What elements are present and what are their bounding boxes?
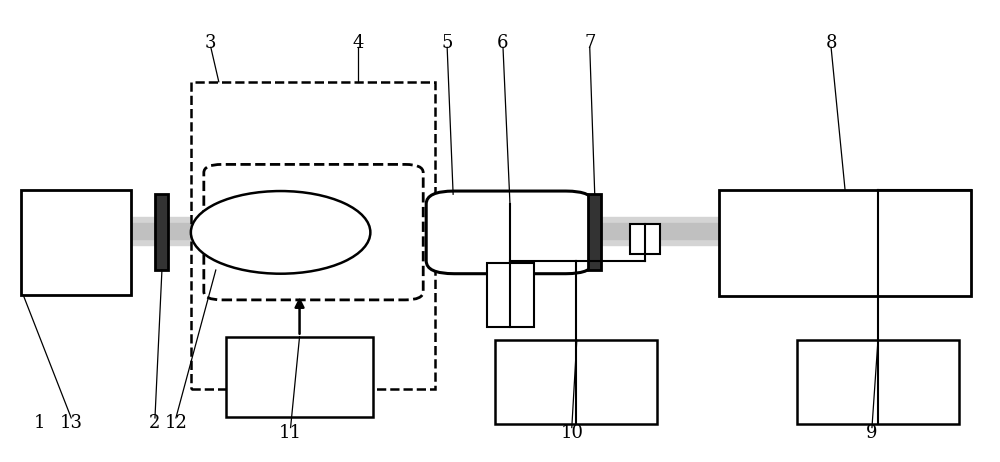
Text: 11: 11 — [279, 424, 302, 442]
Bar — [630, 224, 660, 254]
Bar — [487, 263, 534, 328]
Bar — [495, 340, 657, 424]
Text: 7: 7 — [584, 34, 595, 52]
FancyBboxPatch shape — [426, 191, 594, 274]
Circle shape — [191, 191, 370, 274]
Text: 12: 12 — [164, 414, 187, 432]
Bar — [447, 194, 460, 270]
Text: 5: 5 — [441, 34, 453, 52]
Text: 13: 13 — [60, 414, 83, 432]
Bar — [797, 340, 959, 424]
Bar — [21, 190, 131, 295]
FancyBboxPatch shape — [204, 164, 423, 300]
Bar — [588, 194, 601, 270]
Text: 8: 8 — [825, 34, 837, 52]
Bar — [155, 194, 168, 270]
Text: 1: 1 — [34, 414, 45, 432]
Bar — [191, 82, 435, 389]
Text: 9: 9 — [866, 424, 878, 442]
Text: 3: 3 — [205, 34, 217, 52]
Bar — [226, 337, 373, 417]
Text: 2: 2 — [149, 414, 161, 432]
Text: 10: 10 — [560, 424, 583, 442]
Text: 4: 4 — [353, 34, 364, 52]
Text: 6: 6 — [497, 34, 509, 52]
Bar — [719, 190, 971, 296]
